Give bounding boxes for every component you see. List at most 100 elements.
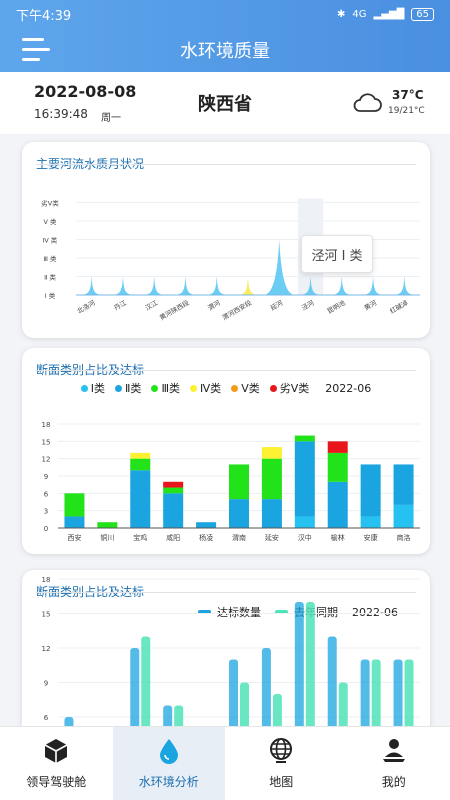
section-category-card: 断面类别占比及达标 Ⅰ类 Ⅱ类 Ⅲ类 Ⅳ类 Ⅴ类 劣Ⅴ类 2022-06 0 3 6 9 12 15 1…	[22, 348, 430, 554]
legend-date: 2022-06	[325, 381, 372, 395]
x-tick-label: 红碱淖	[388, 298, 410, 316]
legend-item[interactable]: Ⅱ类	[115, 380, 141, 396]
x-tick-label: 西安	[67, 533, 81, 542]
nav-label: 领导驾驶舱	[26, 775, 87, 789]
chart-legend: 达标数量 去年同期 2022-06	[198, 604, 398, 620]
x-tick-label: 榆林	[331, 533, 345, 542]
cube-icon	[44, 739, 68, 763]
x-tick-label: 昆明池	[325, 298, 347, 316]
app-bar: 水环境质量	[0, 28, 450, 72]
legend-item[interactable]: 达标数量	[198, 604, 261, 620]
bar-segment	[261, 499, 282, 528]
y-tick-label: 18	[42, 576, 51, 584]
bar-segment	[97, 522, 118, 528]
divider	[36, 370, 416, 371]
y-tick-label: 18	[42, 421, 51, 429]
legend-item[interactable]: Ⅳ类	[190, 380, 221, 396]
legend-dot	[269, 384, 277, 392]
legend-label: 去年同期	[294, 606, 339, 619]
weekday: 周一	[101, 113, 121, 124]
nav-label: 地图	[269, 775, 294, 789]
bar-segment	[360, 464, 381, 517]
legend-dot	[190, 384, 198, 392]
y-tick-label: 6	[44, 490, 49, 498]
y-tick-label: 12	[42, 645, 51, 653]
spike-mark	[388, 276, 420, 295]
bar-segment	[130, 458, 151, 471]
bar	[305, 602, 315, 760]
bar-segment	[261, 458, 282, 500]
legend-label: Ⅱ类	[125, 382, 142, 395]
bar-segment	[294, 435, 315, 442]
signal-bars-icon: ▂▄▆█	[373, 8, 405, 20]
legend-item[interactable]: Ⅲ类	[151, 380, 180, 396]
status-bar: 下午4:39 ✱ 4G ▂▄▆█ 65	[0, 0, 450, 28]
spike-mark	[138, 276, 170, 295]
nav-item-map[interactable]: 地图	[225, 727, 338, 800]
y-tick-label: 9	[44, 680, 48, 688]
nav-item-water-analysis[interactable]: 水环境分析	[112, 727, 225, 800]
nav-label: 水环境分析	[138, 775, 199, 789]
y-tick-label: 15	[42, 438, 51, 446]
bar-segment	[229, 499, 249, 528]
legend-dot	[231, 384, 239, 392]
bottom-nav: 领导驾驶舱 水环境分析 地图 我的	[0, 726, 450, 800]
y-tick-label: 12	[42, 456, 51, 464]
spike-mark	[76, 276, 108, 295]
legend-label: Ⅲ类	[161, 382, 181, 395]
nav-item-profile[interactable]: 我的	[338, 727, 450, 800]
x-tick-label: 杨凌	[199, 533, 213, 542]
x-tick-label: 丹江	[113, 299, 129, 313]
bar-segment	[393, 504, 414, 528]
legend-item[interactable]: 去年同期	[275, 604, 338, 620]
nav-item-cockpit[interactable]: 领导驾驶舱	[0, 727, 113, 800]
x-tick-label: 安康	[364, 533, 378, 542]
legend-label: Ⅰ类	[90, 382, 106, 395]
y-tick-label: 6	[44, 714, 49, 722]
menu-icon[interactable]	[20, 34, 52, 66]
spike-mark	[294, 276, 327, 295]
bar-segment	[130, 470, 151, 528]
x-tick-label: 铜川	[100, 533, 114, 542]
x-tick-label: 黄河	[362, 298, 378, 313]
x-tick-label: 黄河陕西段	[158, 298, 191, 322]
info-bar: 2022-08-08 16:39:48 周一 陕西省 37°C 19/21°C	[0, 72, 450, 134]
y-tick-label: Ⅴ 类	[43, 217, 57, 226]
current-date: 2022-08-08	[34, 82, 137, 101]
bar-segment	[294, 516, 315, 528]
x-tick-label: 商洛	[397, 533, 411, 542]
y-tick-label: Ⅳ 类	[43, 236, 58, 245]
bar-segment	[327, 481, 348, 528]
legend-item[interactable]: 劣Ⅴ类	[269, 380, 309, 396]
x-tick-label: 延河	[269, 298, 285, 313]
spike-mark	[201, 276, 233, 295]
bar-segment	[130, 452, 151, 459]
bar-segment	[294, 441, 315, 517]
x-tick-label: 咸阳	[166, 533, 180, 542]
bar-segment	[196, 522, 217, 528]
category-stacked-bar-chart[interactable]: 0 3 6 9 12 15 18 西安 铜川 宝鸡 咸阳 杨凌 渭南 延安 汉中 榆林 安康 商洛	[22, 348, 430, 554]
legend-swatch	[275, 610, 289, 614]
y-tick-label: 15	[42, 611, 51, 619]
legend-item[interactable]: Ⅴ类	[231, 380, 260, 396]
x-tick-label: 延安	[265, 533, 279, 542]
province-title[interactable]: 陕西省	[198, 94, 252, 115]
status-time: 下午4:39	[16, 8, 72, 24]
chart-legend: Ⅰ类 Ⅱ类 Ⅲ类 Ⅳ类 Ⅴ类 劣Ⅴ类 2022-06	[22, 380, 430, 396]
y-tick-label: Ⅲ 类	[43, 254, 57, 263]
cloud-icon	[353, 93, 382, 112]
x-tick-label: 渭河西安段	[220, 298, 253, 322]
bar-segment	[163, 487, 184, 494]
bar-segment	[163, 493, 184, 528]
water-drop-icon	[159, 739, 178, 764]
bar-segment	[261, 447, 282, 459]
current-time: 16:39:48	[34, 107, 88, 121]
user-icon	[382, 739, 405, 762]
x-tick-label: 汉江	[144, 299, 160, 313]
legend-item[interactable]: Ⅰ类	[80, 380, 106, 396]
bluetooth-icon: ✱	[336, 8, 346, 20]
legend-label: 达标数量	[217, 606, 262, 619]
signal-label: 4G	[352, 8, 367, 20]
y-tick-label: 0	[44, 525, 48, 533]
legend-date: 2022-06	[352, 605, 398, 619]
